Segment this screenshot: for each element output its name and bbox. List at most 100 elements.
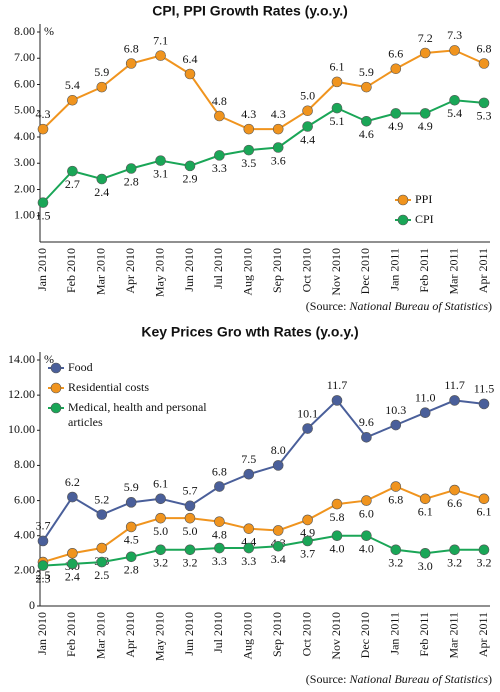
legend-entry: Medical, health and personal articles [68,400,207,429]
x-tick-label: Mar 2011 [446,248,460,295]
data-point [184,500,196,512]
data-label: 6.2 [65,475,80,489]
data-label: 6.1 [153,477,168,491]
source-part: National Bureau of Statistics [348,299,488,313]
data-label: 5.8 [330,510,345,524]
data-point [361,432,372,443]
data-point [243,468,255,480]
data-label: 3.2 [183,556,198,570]
data-label: 5.0 [300,89,315,103]
data-label: 8.0 [271,443,286,457]
data-label: 6.8 [477,41,492,55]
data-point [478,58,490,69]
data-label: 9.6 [359,415,374,429]
data-point [331,76,343,88]
data-label: 6.8 [124,41,139,55]
data-point [331,102,343,114]
data-point [184,544,196,556]
data-point [155,512,166,524]
data-label: 2.9 [183,172,198,186]
y-tick-label: 2.00 [14,181,35,195]
x-tick-label: Aug 2010 [241,248,255,296]
data-point [361,81,372,93]
x-tick-label: Oct 2010 [299,248,313,292]
data-point [96,542,108,554]
source: (Source: National Bureau of Statistics) [306,299,492,313]
data-label: 11.7 [327,378,348,392]
data-point [184,512,196,524]
x-tick-label: May 2010 [152,612,166,661]
data-label: 2.4 [94,185,109,199]
data-point [478,493,490,505]
x-tick-label: Nov 2010 [329,248,343,296]
data-label: 3.5 [241,156,256,170]
data-label: 2.4 [65,570,80,584]
data-point [478,544,490,556]
data-label: 5.4 [65,78,80,92]
x-tick-label: Dec 2010 [358,248,372,294]
data-point [243,123,255,135]
x-tick-label: Jan 2010 [35,248,49,291]
data-label: 6.1 [418,505,433,519]
data-label: 6.0 [359,506,374,520]
series-line [42,534,484,567]
x-tick-label: Oct 2010 [299,612,313,656]
data-label: 7.1 [153,33,168,47]
series-line [42,398,485,542]
legend-marker [50,382,62,394]
data-label: 2.7 [65,177,80,191]
data-point [184,160,196,172]
x-tick-label: Sep 2010 [270,612,284,657]
data-label: 3.2 [153,556,168,570]
data-label: 2.3 [36,571,51,585]
series-line [42,485,485,564]
data-point [67,165,78,177]
data-label: 3.1 [153,166,168,180]
x-tick-label: Feb 2010 [64,248,78,293]
legend-marker [50,362,62,374]
data-label: 3.2 [388,556,403,570]
y-tick-label: 6.00 [14,76,35,90]
data-label: 2.8 [124,174,139,188]
data-label: 3.0 [418,559,433,573]
data-label: 1.5 [36,208,51,222]
data-label: 3.3 [241,554,256,568]
data-label: 7.5 [241,452,256,466]
data-point [390,544,402,556]
data-point [302,514,313,526]
legend-entry: CPI [415,212,434,226]
y-tick-label: 10.00 [8,422,35,436]
data-label: 5.0 [183,524,198,538]
data-label: 5.4 [447,106,462,120]
data-point [125,163,137,174]
data-point [67,547,78,559]
data-label: 4.4 [300,132,315,146]
y-tick-label: 2.00 [14,563,35,577]
data-label: 4.8 [212,527,227,541]
data-point [125,521,137,533]
x-tick-label: Feb 2011 [417,248,431,293]
y-tick-label: 0 [29,598,35,612]
x-tick-label: Jun 2010 [182,612,196,656]
data-label: 4.6 [359,127,374,141]
x-tick-label: Apr 2010 [123,248,137,294]
legend-label: Food [68,360,93,374]
data-point [390,108,402,119]
data-label: 3.7 [300,547,315,561]
x-tick-label: Apr 2011 [476,248,490,293]
data-label: 11.7 [444,378,465,392]
data-point [155,155,166,166]
data-label: 7.3 [447,28,462,42]
data-point [37,535,49,547]
data-label: 4.5 [124,533,139,547]
x-tick-label: Sep 2010 [270,248,284,293]
legend-marker [397,214,409,226]
legend-label: CPI [415,212,434,226]
data-point [125,497,137,508]
legend-entry: Residential costs [68,380,149,394]
data-label: 6.4 [183,52,198,66]
data-point [419,407,431,419]
data-label: 3.3 [212,161,227,175]
data-point [125,551,137,563]
